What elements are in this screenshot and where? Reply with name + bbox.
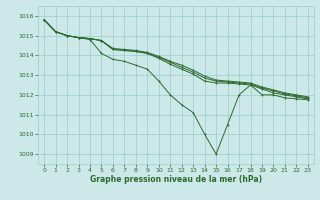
X-axis label: Graphe pression niveau de la mer (hPa): Graphe pression niveau de la mer (hPa): [90, 175, 262, 184]
